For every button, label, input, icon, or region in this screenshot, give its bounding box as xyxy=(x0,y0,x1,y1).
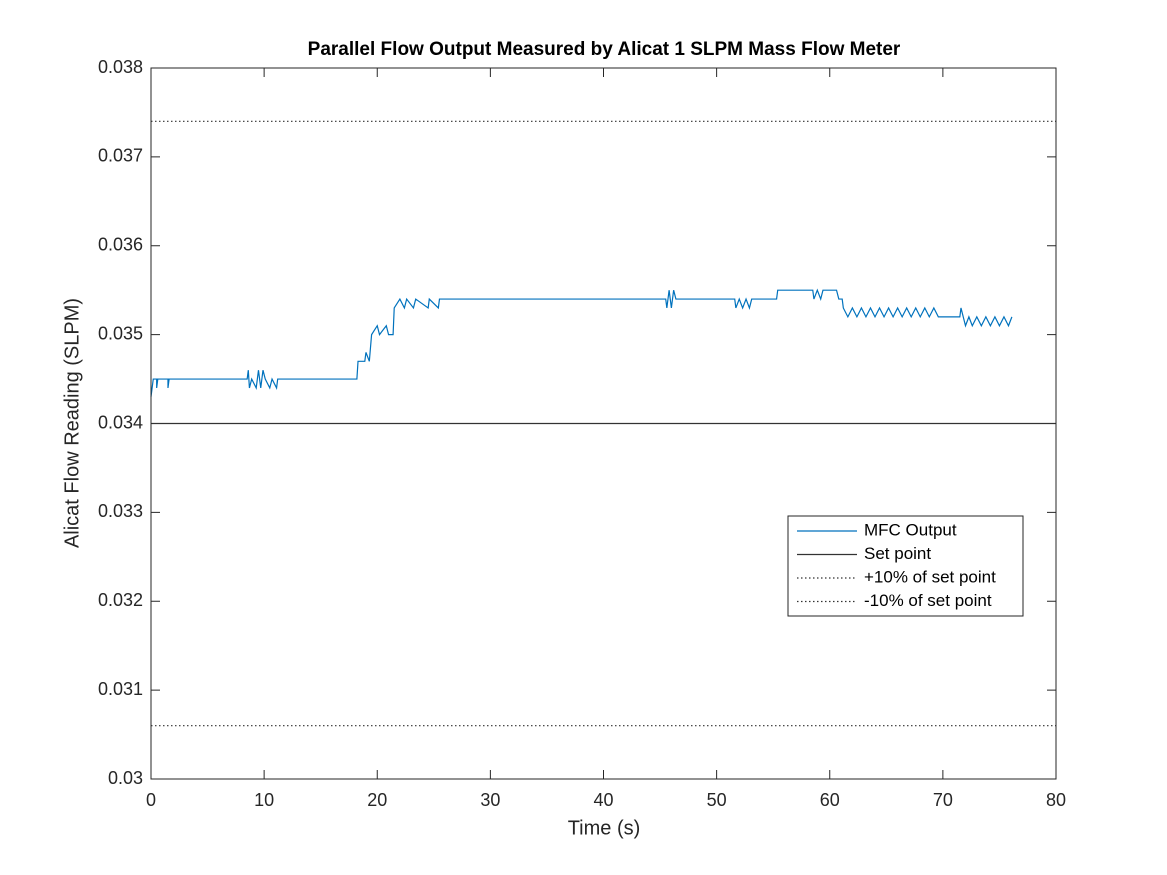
x-tick-label: 30 xyxy=(480,790,500,810)
x-tick-label: 40 xyxy=(593,790,613,810)
x-tick-label: 80 xyxy=(1046,790,1066,810)
legend-label: -10% of set point xyxy=(864,591,992,610)
legend-label: Set point xyxy=(864,544,931,563)
x-tick-label: 0 xyxy=(146,790,156,810)
chart-title: Parallel Flow Output Measured by Alicat … xyxy=(308,39,901,60)
y-axis-label: Alicat Flow Reading (SLPM) xyxy=(61,298,83,548)
y-tick-label: 0.03 xyxy=(108,768,143,788)
x-axis-label: Time (s) xyxy=(568,817,641,839)
y-tick-label: 0.038 xyxy=(98,57,143,77)
legend-label: +10% of set point xyxy=(864,567,996,586)
legend-box xyxy=(787,515,1024,617)
legend-label: MFC Output xyxy=(864,520,957,539)
x-tick-label: 50 xyxy=(707,790,727,810)
y-tick-label: 0.034 xyxy=(98,412,143,432)
y-tick-label: 0.037 xyxy=(98,146,143,166)
series-line xyxy=(150,288,1013,397)
x-tick-label: 70 xyxy=(933,790,953,810)
y-tick-label: 0.036 xyxy=(98,235,143,255)
x-tick-label: 10 xyxy=(254,790,274,810)
x-tick-label: 60 xyxy=(820,790,840,810)
y-tick-label: 0.031 xyxy=(98,679,143,699)
x-tick-label: 20 xyxy=(367,790,387,810)
y-tick-label: 0.032 xyxy=(98,590,143,610)
y-tick-label: 0.035 xyxy=(98,323,143,343)
y-tick-label: 0.033 xyxy=(98,501,143,521)
plot-frame xyxy=(150,67,1057,780)
